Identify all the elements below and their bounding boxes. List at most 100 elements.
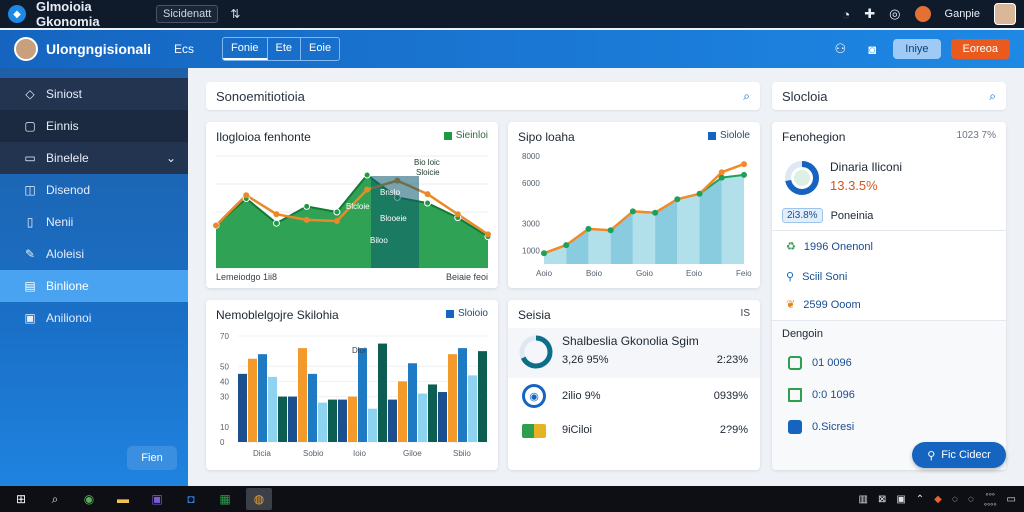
windows-start-icon[interactable]: ⊞ (15, 492, 27, 506)
area-segment (655, 199, 678, 264)
header-tab-2[interactable]: Ete (268, 38, 302, 60)
chart-icon (788, 420, 802, 434)
chevron-up-icon[interactable]: ⌃ (915, 493, 925, 505)
sidebar-item-1[interactable]: ◇ Siniost (0, 78, 188, 110)
area-segment (632, 211, 656, 264)
search-icon[interactable]: ⌕ (989, 88, 996, 103)
stats-close-icon[interactable]: IS (740, 308, 750, 319)
pill-row: 2i3.8% Poneinia (782, 208, 873, 223)
list-item[interactable]: 01 0096 (788, 356, 852, 370)
window-tab-close-icon[interactable]: ⇅ (230, 7, 241, 21)
sidebar-item-7[interactable]: ▤ Binlione (0, 270, 188, 302)
tray-icon[interactable]: ⊠ (877, 493, 887, 505)
bar (428, 384, 437, 442)
fab-icon: ⚲ (927, 449, 936, 462)
floating-action-button[interactable]: ⚲ Fic Cidecr (912, 442, 1006, 468)
donut-center (794, 170, 810, 186)
header-tab-1[interactable]: Fonie (223, 38, 268, 60)
tray-icon[interactable]: ▥ (858, 493, 868, 505)
mail-icon[interactable]: ◘ (187, 492, 195, 506)
taskbar: ⊞ ⌕ ◉ ▬ ▣ ◘ ▦ ◍ ▥ ⊠ ▣ ⌃ ◆ ◌ ◌ ◦◦◦ ◦◦◦◦ ▭ (0, 486, 1024, 512)
user-avatar[interactable] (914, 6, 931, 22)
chrome-icon[interactable]: ◍ (246, 488, 272, 510)
data-point (652, 209, 659, 216)
right-panel: Fenohegion 1023 7% Dinaria Iliconi 13.3.… (772, 122, 1006, 470)
primary-button[interactable]: Iniye (893, 39, 941, 59)
spreadsheet-icon[interactable]: ▦ (219, 492, 231, 506)
data-point (718, 174, 725, 181)
bar (318, 402, 327, 442)
app-icon[interactable]: ▣ (151, 492, 163, 506)
area-segment (544, 245, 567, 264)
donut-chart (785, 161, 819, 195)
data-point (303, 202, 311, 210)
browser-icon[interactable]: ◉ (83, 492, 95, 506)
x-tick-label: Aoio (536, 269, 553, 278)
right-panel-meta: 1023 7% (956, 130, 996, 141)
header-tab-3[interactable]: Eoie (309, 42, 332, 54)
folder-icon[interactable]: ▬ (117, 492, 129, 506)
search-icon[interactable]: ⌕ (51, 491, 59, 506)
user-name[interactable]: Ganpie (944, 8, 980, 20)
notification-icon[interactable]: ▭ (1006, 493, 1016, 505)
x-tick-label: Sbiio (453, 449, 471, 458)
sidebar-footer-button[interactable]: Fien (127, 446, 177, 470)
tray-icon[interactable]: ◌ (967, 493, 974, 505)
battery-icon (522, 424, 546, 438)
leaf-icon: ❦ (786, 299, 796, 311)
chevron-down-icon[interactable]: ⌄ (165, 151, 176, 165)
diamond-icon: ◇ (25, 87, 35, 101)
data-point (585, 225, 592, 232)
data-point (364, 186, 371, 193)
tray-icon[interactable]: ◌ (951, 493, 958, 505)
profile-avatar[interactable] (994, 3, 1016, 25)
data-point (243, 192, 250, 199)
bar (378, 343, 387, 442)
data-point (741, 171, 747, 178)
tray-icon[interactable]: ▣ (896, 493, 906, 505)
chat-icon[interactable]: ◔ (842, 6, 851, 22)
divider (772, 230, 1006, 231)
settings-icon[interactable]: ◎ (889, 6, 901, 21)
sidebar: ◇ Siniost ▢ Einnis ▭ Binelele ⌄ ◫ Disenod ▯ Ne… (0, 68, 188, 486)
side-search-input[interactable]: Slocloia ⌕ (772, 82, 1006, 110)
list-item[interactable]: 0:0 1096 (788, 388, 855, 402)
window-tab[interactable]: Sicidenatt (156, 5, 219, 23)
main-search-input[interactable]: Sonoemitiotioia ⌕ (206, 82, 760, 110)
user-icon[interactable]: ⚇ (834, 41, 847, 56)
area-series-1 (216, 175, 488, 268)
search-icon[interactable]: ⌕ (743, 88, 750, 103)
y-tick-label: 30 (220, 393, 229, 402)
bar (418, 393, 427, 442)
data-point (333, 217, 340, 224)
stats-row-3-right: 2?9% (719, 424, 748, 436)
header-link[interactable]: Ecs (174, 42, 195, 56)
secondary-button[interactable]: Eoreoa (950, 39, 1010, 59)
sidebar-item-2[interactable]: ▢ Einnis (0, 110, 188, 142)
data-point (629, 208, 636, 215)
clock[interactable]: ◦◦◦ ◦◦◦◦ (983, 489, 997, 509)
sidebar-item-4[interactable]: ◫ Disenod (0, 174, 188, 206)
sidebar-item-8[interactable]: ▣ Anilionoi (0, 302, 188, 334)
bar (298, 348, 307, 442)
donut-value: 13.3.5% (830, 178, 878, 193)
line-series-2 (215, 179, 489, 236)
legend-swatch (443, 131, 452, 140)
camera-icon[interactable]: ◙ (868, 41, 877, 57)
data-point (424, 199, 432, 207)
x-tick-label: Sobio (303, 449, 324, 458)
plugin-icon[interactable]: ✚ (864, 6, 876, 21)
area-chart-card: Ilogloioa fenhonte Sieinloi Bio loic Slo… (206, 122, 498, 288)
tray-icon[interactable]: ◆ (934, 493, 942, 505)
sidebar-item-5[interactable]: ▯ Nenii (0, 206, 188, 238)
pill-label: Poneinia (830, 209, 874, 222)
donut-label: Dinaria Iliconi (830, 160, 903, 174)
header-avatar[interactable] (14, 37, 38, 61)
data-point (563, 242, 570, 249)
list-item[interactable]: 0.Sicresi (788, 420, 854, 434)
highlight-region (371, 176, 419, 268)
sidebar-item-6[interactable]: ✎ Aloleisi (0, 238, 188, 270)
stat-row-2: ⚲ Sciil Soni (786, 270, 848, 284)
area-chart (212, 155, 492, 269)
sidebar-item-3[interactable]: ▭ Binelele ⌄ (0, 142, 188, 174)
